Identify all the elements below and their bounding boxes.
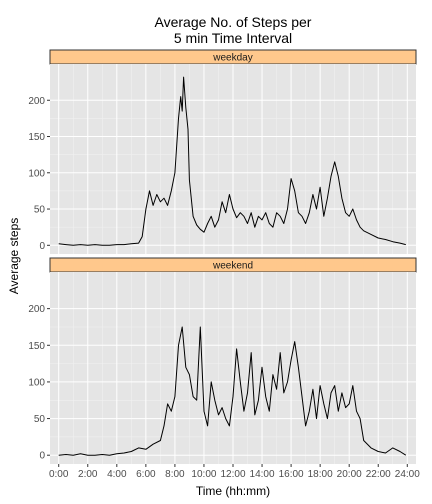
x-tick-label: 16:00 (279, 469, 304, 480)
x-tick-label: 10:00 (191, 469, 216, 480)
x-tick-label: 14:00 (250, 469, 275, 480)
y-tick-label: 200 (28, 96, 45, 107)
series-line-weekend (58, 326, 407, 456)
x-tick-label: 8:00 (165, 469, 185, 480)
y-tick-label: 150 (28, 132, 45, 143)
panel-weekday: weekday 0 50 100 150 200 (28, 49, 417, 254)
y-tick-label: 150 (28, 341, 45, 352)
y-tick-label: 50 (34, 414, 46, 425)
x-tick-label: 4:00 (107, 469, 127, 480)
x-tick-label: 18:00 (308, 469, 333, 480)
strip-label-weekday: weekday (212, 53, 252, 64)
series-line-weekday (58, 76, 406, 246)
x-tick-label: 22:00 (366, 469, 391, 480)
panel-weekend: weekend 0 50 100 150 200 (28, 257, 417, 464)
y-tick-label: 0 (39, 241, 45, 252)
strip-label-weekend: weekend (212, 261, 253, 272)
x-tick-label: 24:00 (395, 469, 420, 480)
x-tick-label: 6:00 (136, 469, 156, 480)
x-tick-label: 12:00 (220, 469, 245, 480)
x-tick-label: 20:00 (337, 469, 362, 480)
y-tick-label: 200 (28, 304, 45, 315)
y-tick-label: 100 (28, 377, 45, 388)
chart-title-line-1: Average No. of Steps per (155, 14, 312, 30)
x-axis-title: Time (hh:mm) (196, 484, 270, 498)
x-tick-label: 0:00 (49, 469, 69, 480)
y-tick-label: 50 (34, 205, 46, 216)
facet-panels: weekday 0 50 100 150 200 weekend 0 50 100 150 200 (28, 49, 417, 464)
y-tick-label: 0 (39, 451, 45, 462)
y-tick-label: 100 (28, 168, 45, 179)
x-axis-ticks: 0:00 2:00 4:00 6:00 8:00 10:00 12:00 14:00 16:00… (49, 464, 420, 480)
chart-title-line-2: 5 min Time Interval (174, 30, 292, 46)
x-tick-label: 2:00 (78, 469, 98, 480)
y-axis-title: Average steps (7, 218, 21, 295)
